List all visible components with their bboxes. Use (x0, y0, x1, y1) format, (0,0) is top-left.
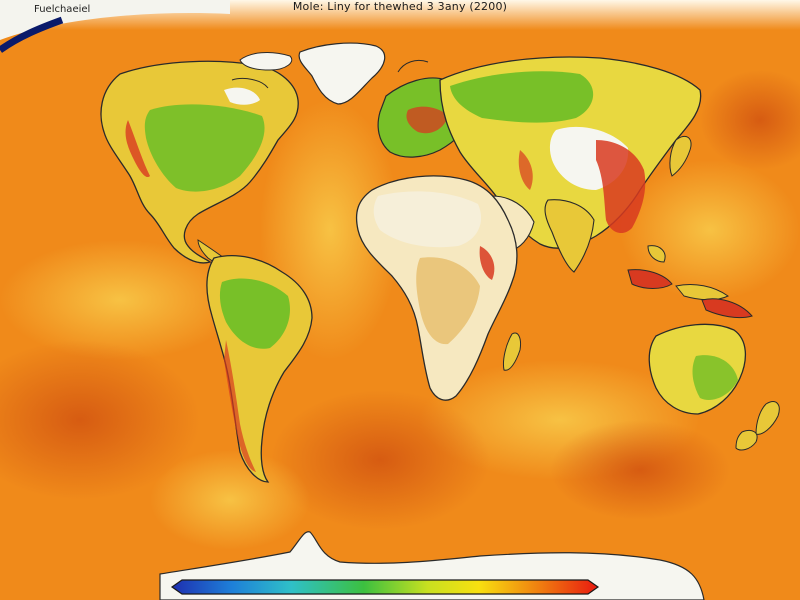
ocean-heat-variation (0, 70, 800, 550)
japan (669, 135, 692, 177)
new-zealand (735, 401, 780, 451)
india (544, 199, 595, 273)
map-title: Mole: Liny for thewhed 3 3any (2200) (292, 0, 508, 13)
north-america (100, 52, 299, 264)
indonesia (627, 245, 753, 319)
australia (648, 323, 746, 415)
arctic-dark-edge (0, 16, 64, 53)
africa (355, 175, 518, 401)
south-america (206, 255, 313, 483)
arctic-band (0, 0, 230, 40)
corner-label: Fuelchaeiel (34, 4, 91, 15)
madagascar (503, 332, 521, 371)
greenland (298, 42, 386, 105)
color-legend (170, 579, 600, 595)
